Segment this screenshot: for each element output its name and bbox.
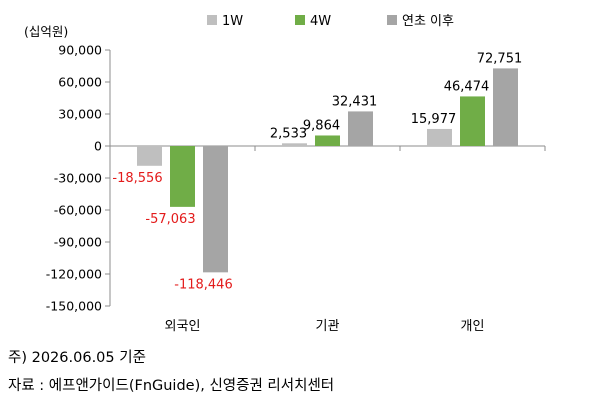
bar	[315, 135, 340, 146]
data-label: 15,977	[411, 112, 457, 127]
legend-swatch	[387, 15, 397, 25]
y-tick-label: -30,000	[54, 171, 102, 186]
data-label: 9,864	[303, 118, 340, 133]
data-label: 2,533	[270, 126, 307, 141]
category-label: 기관	[316, 319, 340, 334]
source-note: 자료 : 에프앤가이드(FnGuide), 신영증권 리서치센터	[8, 378, 335, 394]
data-label: -118,446	[174, 277, 232, 292]
category-label: 개인	[461, 319, 485, 334]
bar	[460, 96, 485, 146]
y-tick-label: 90,000	[58, 43, 102, 58]
y-tick-label: 60,000	[58, 75, 102, 90]
category-label: 외국인	[165, 319, 201, 334]
data-label: -18,556	[112, 171, 162, 186]
y-axis-unit-label: (십억원)	[24, 24, 68, 39]
bar	[493, 68, 518, 146]
bar	[170, 146, 195, 207]
legend: 1W 4W 연초 이후	[207, 14, 454, 29]
y-tick-label: 0	[94, 139, 102, 154]
data-labels: -18,556 2,533 15,977 -57,063 9,864 46,474 -118…	[112, 51, 522, 292]
bar	[348, 111, 373, 146]
y-tick-label: 30,000	[58, 107, 102, 122]
bar	[137, 146, 162, 166]
legend-swatch	[207, 15, 217, 25]
chart: (십억원) 90,000 60,000 30,000 0 -30,000 -60,000 -9…	[24, 14, 546, 334]
y-tick-label: -60,000	[54, 203, 102, 218]
y-tick-label: -150,000	[46, 299, 102, 314]
y-tick-label: -90,000	[54, 235, 102, 250]
legend-swatch	[295, 15, 305, 25]
legend-entry: 연초 이후	[402, 14, 454, 29]
bar	[203, 146, 228, 273]
bars	[137, 68, 518, 273]
data-label: 46,474	[444, 79, 490, 94]
legend-entry: 4W	[310, 14, 331, 29]
bar	[282, 143, 307, 146]
y-tick-label: -120,000	[46, 267, 102, 282]
data-label: 72,751	[477, 51, 523, 66]
footnote: 주) 2026.06.05 기준	[8, 350, 146, 366]
data-label: -57,063	[145, 212, 195, 227]
legend-entry: 1W	[222, 14, 243, 29]
axes: (십억원) 90,000 60,000 30,000 0 -30,000 -60,000 -9…	[24, 24, 546, 334]
data-label: 32,431	[332, 94, 378, 109]
bar	[427, 128, 452, 146]
